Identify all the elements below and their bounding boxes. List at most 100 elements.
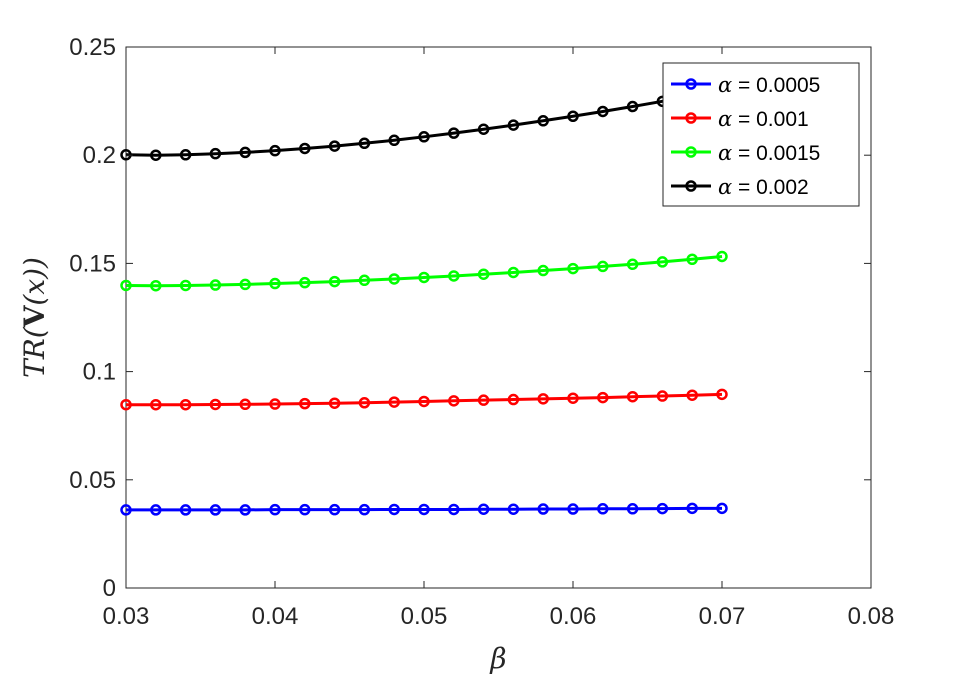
data-point [150, 504, 162, 516]
y-axis-label-post: (x)) [18, 257, 51, 306]
data-point [567, 110, 579, 122]
data-point [328, 275, 341, 288]
y-tick-label: 0.15 [69, 250, 116, 277]
data-point [686, 502, 698, 515]
data-point [150, 279, 162, 292]
data-point [597, 105, 609, 118]
legend-label: α = 0.002 [718, 175, 809, 199]
data-point [328, 503, 341, 516]
data-point [388, 134, 400, 147]
data-point [269, 398, 281, 410]
data-point [358, 274, 371, 287]
data-point [150, 149, 162, 161]
x-tick-label: 0.08 [848, 603, 895, 630]
legend-value: = 0.002 [732, 176, 808, 199]
data-point [686, 389, 698, 401]
data-point [209, 398, 222, 411]
data-point [299, 276, 311, 289]
data-point [716, 388, 728, 401]
data-point [418, 131, 430, 143]
data-point [507, 266, 520, 279]
legend-value: = 0.0005 [732, 74, 820, 97]
data-point [716, 502, 728, 515]
data-point [448, 127, 460, 139]
data-point [537, 115, 549, 127]
series-3 [120, 250, 728, 292]
data-point [388, 273, 400, 285]
data-point [567, 262, 579, 275]
legend-label: α = 0.0015 [718, 141, 820, 165]
data-point [626, 503, 639, 515]
data-point [120, 504, 132, 516]
data-point [269, 277, 281, 290]
x-tick-label: 0.07 [699, 603, 746, 630]
data-point [686, 253, 698, 266]
series-line [126, 506, 722, 512]
data-point [626, 258, 639, 271]
series-line [125, 88, 723, 157]
data-point [209, 504, 222, 516]
legend-symbol: α [718, 107, 732, 131]
data-point [477, 123, 490, 135]
series-2 [120, 388, 728, 411]
data-point [597, 391, 609, 404]
data-point [418, 271, 430, 284]
data-point [299, 397, 311, 410]
data-point [239, 398, 251, 411]
data-point [239, 278, 251, 291]
data-point [179, 149, 192, 161]
data-point [418, 503, 430, 516]
legend-label: α = 0.0005 [718, 73, 820, 97]
data-point [507, 393, 520, 406]
data-point [299, 503, 311, 516]
legend-item: α = 0.002 [671, 175, 809, 199]
x-tick-label: 0.06 [550, 603, 597, 630]
data-point [567, 503, 579, 515]
legend-symbol: α [718, 175, 732, 199]
y-tick-label: 0.25 [69, 34, 116, 61]
data-point [239, 504, 251, 516]
legend-symbol: α [718, 73, 732, 97]
legend-value: = 0.001 [732, 108, 808, 131]
legend-marker [685, 112, 697, 124]
x-tick-label: 0.05 [401, 603, 448, 630]
y-tick-label: 0.2 [83, 142, 116, 169]
data-point [477, 394, 490, 406]
data-point [507, 503, 520, 515]
data-point [120, 279, 132, 292]
data-point [328, 140, 341, 152]
data-point [448, 395, 460, 407]
data-point [358, 137, 371, 150]
data-point [209, 147, 222, 160]
legend-item: α = 0.0015 [671, 141, 820, 165]
data-point [179, 279, 192, 292]
x-tick-label: 0.04 [252, 603, 299, 630]
data-point [239, 146, 251, 159]
data-point [388, 503, 400, 516]
y-tick-label: 0.1 [83, 359, 116, 386]
data-point [120, 398, 132, 411]
data-point [716, 250, 728, 263]
data-point [597, 260, 609, 273]
series-1 [120, 502, 728, 516]
series-line [125, 254, 723, 288]
y-axis-label: TR(V(x)) [18, 257, 51, 378]
data-point [448, 270, 460, 282]
x-axis-label: β [489, 642, 506, 675]
data-point [626, 390, 639, 403]
data-point [567, 392, 579, 404]
data-point [269, 144, 281, 157]
legend-item: α = 0.0005 [671, 73, 820, 97]
data-point [358, 503, 371, 516]
legend-value: = 0.0015 [732, 142, 820, 165]
data-point [537, 503, 549, 515]
data-point [388, 396, 400, 408]
data-point [209, 279, 222, 291]
data-point [358, 397, 371, 409]
data-point [418, 395, 430, 408]
data-point [179, 504, 192, 516]
data-point [597, 503, 609, 515]
data-point [299, 142, 311, 155]
data-point [656, 256, 669, 268]
